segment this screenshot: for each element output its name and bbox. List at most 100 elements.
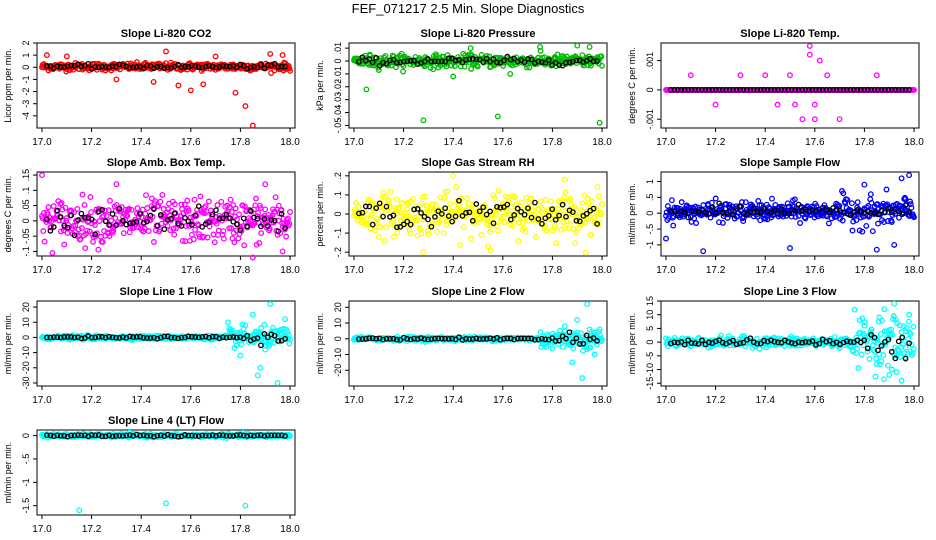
data-point <box>878 87 885 93</box>
x-tick-label: 18.0 <box>280 137 300 148</box>
data-point <box>596 326 603 333</box>
data-point <box>78 432 85 439</box>
data-point <box>584 301 591 308</box>
data-point <box>278 211 285 217</box>
data-point <box>906 311 913 318</box>
data-point <box>813 209 819 215</box>
data-point <box>154 432 161 439</box>
data-points <box>39 429 293 514</box>
data-point <box>244 332 250 339</box>
data-point <box>883 186 890 193</box>
data-point <box>50 203 57 210</box>
panel-title: Slope Gas Stream RH <box>421 157 534 169</box>
data-point <box>258 342 264 349</box>
data-point <box>120 230 127 237</box>
data-point <box>678 199 685 206</box>
data-point <box>233 342 240 349</box>
data-point <box>393 196 400 203</box>
data-point <box>466 209 473 216</box>
data-point <box>184 197 191 204</box>
data-point <box>888 209 895 216</box>
data-point <box>61 432 68 439</box>
data-point <box>590 58 597 65</box>
data-point <box>726 87 733 93</box>
y-axis-label: degrees C per min. <box>3 176 13 253</box>
data-point <box>120 62 126 69</box>
data-point <box>771 207 778 213</box>
y-axis-label: ml/min per min. <box>627 183 637 245</box>
data-point <box>525 55 531 62</box>
data-point <box>380 59 386 66</box>
data-point <box>99 206 105 213</box>
data-point <box>585 215 592 222</box>
data-point <box>189 222 195 228</box>
data-point <box>593 205 600 212</box>
data-point <box>449 335 455 342</box>
data-point <box>88 334 95 341</box>
data-point <box>185 218 192 225</box>
data-point <box>196 231 203 238</box>
data-point <box>366 203 373 210</box>
data-point <box>899 211 906 218</box>
data-point <box>206 219 212 225</box>
data-point <box>501 57 507 64</box>
data-point <box>761 337 767 344</box>
data-point <box>282 316 289 323</box>
data-point <box>508 204 515 211</box>
x-tick-label: 17.6 <box>805 395 825 406</box>
data-point <box>511 212 518 218</box>
data-point <box>740 87 747 93</box>
data-point <box>819 87 826 93</box>
data-point <box>75 432 81 438</box>
data-point <box>185 432 192 439</box>
data-point <box>368 214 374 221</box>
data-point <box>249 254 256 261</box>
data-point <box>47 432 54 439</box>
data-point <box>580 340 587 347</box>
data-point <box>595 193 602 200</box>
data-point <box>709 87 716 93</box>
data-point <box>120 433 126 439</box>
data-point <box>826 87 833 93</box>
data-point <box>213 220 220 227</box>
data-point <box>788 340 795 346</box>
data-point <box>47 227 54 234</box>
data-point <box>784 200 791 207</box>
data-point <box>271 332 278 339</box>
data-point <box>899 334 906 341</box>
data-point <box>507 70 514 77</box>
data-point <box>493 207 500 214</box>
data-point <box>120 217 126 224</box>
data-point <box>247 208 254 214</box>
data-point <box>371 227 378 234</box>
x-tick-label: 17.4 <box>131 137 151 148</box>
data-point <box>359 54 366 61</box>
data-point <box>112 215 119 222</box>
data-point <box>566 59 573 66</box>
data-point <box>272 194 279 201</box>
data-point <box>262 346 269 353</box>
data-point <box>140 228 147 235</box>
data-point <box>880 352 887 359</box>
data-point <box>495 187 502 194</box>
data-point <box>205 198 212 205</box>
y-tick-label: 0 <box>21 65 31 70</box>
data-point <box>873 361 880 368</box>
data-point <box>859 228 866 235</box>
data-point <box>857 330 864 336</box>
data-point <box>840 210 847 216</box>
data-point <box>254 215 261 222</box>
data-point <box>497 204 504 211</box>
x-tick-label: 17.2 <box>82 265 102 276</box>
data-point <box>535 336 542 343</box>
panel-4: Slope Amb. Box Temp.17.0 17.2 17.4 17.6 17.8… <box>3 157 300 276</box>
data-point <box>377 223 384 230</box>
data-point <box>836 116 843 123</box>
data-point <box>443 221 450 228</box>
data-point <box>459 59 466 66</box>
data-point <box>405 213 412 220</box>
data-point <box>738 199 745 206</box>
data-point <box>576 341 583 347</box>
data-point <box>598 210 605 217</box>
